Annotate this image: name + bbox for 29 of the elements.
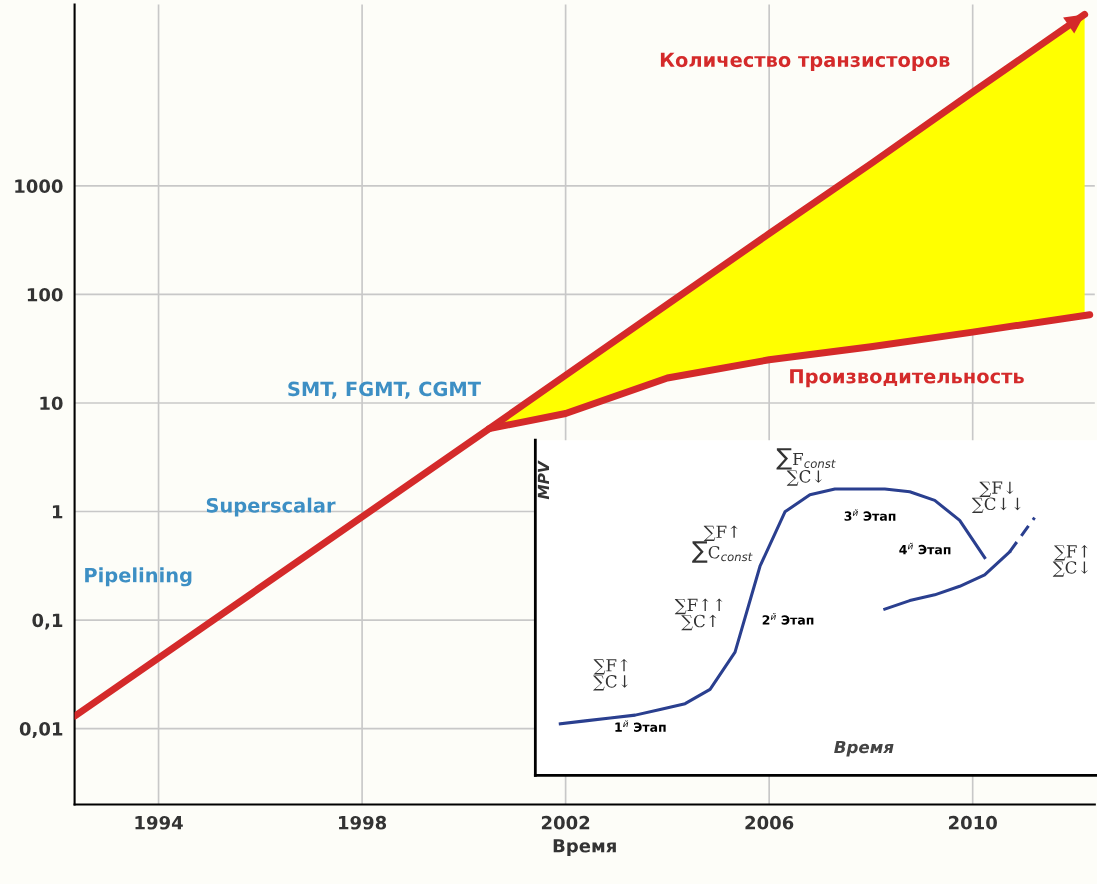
y-tick-label: 0,01 [19, 722, 63, 738]
annotation: ∑F$_{const}$ ∑C↓ [776, 448, 836, 486]
annotation: SMT, FGMT, CGMT [288, 381, 481, 399]
series-label: Количество транзисторов [660, 52, 950, 71]
x-tick-label: 2010 [948, 815, 997, 830]
y-tick-label: 0,1 [32, 613, 63, 630]
y-axis-title: MPV [537, 460, 550, 500]
x-tick-label: 1998 [339, 815, 387, 830]
annotation: 1$^{й}$ Этап [615, 720, 666, 732]
x-tick-label: 1994 [135, 815, 183, 830]
annotation: ∑F↑↑ ∑C↑ [674, 598, 723, 631]
annotation: 4$^{й}$ Этап [899, 542, 951, 555]
y-tick-label: 1 [52, 505, 63, 519]
series-label: Производительность [790, 369, 1024, 388]
annotation: Pipelining [85, 567, 192, 587]
annotation: 2$^{й}$ Этап [762, 613, 814, 625]
annotation: Superscalar [206, 497, 336, 517]
y-tick-label: 100 [27, 287, 63, 302]
annotation: ∑F↑ ∑C↓ [593, 658, 629, 691]
x-tick-label: 2006 [745, 815, 794, 830]
y-tick-label: 1000 [15, 179, 63, 194]
x-axis-title: Время [834, 740, 894, 757]
x-tick-label: 2002 [541, 815, 590, 830]
annotation: ∑F↑ ∑C$_{const}$ [692, 525, 753, 563]
x-axis-title: Время [553, 839, 616, 857]
annotation: ∑F↑ ∑C↓ [1052, 544, 1088, 577]
annotation: ∑F↓ ∑C↓↓ [971, 481, 1021, 514]
annotation: 3$^{й}$ Этап [844, 509, 896, 521]
y-tick-label: 10 [40, 396, 63, 411]
